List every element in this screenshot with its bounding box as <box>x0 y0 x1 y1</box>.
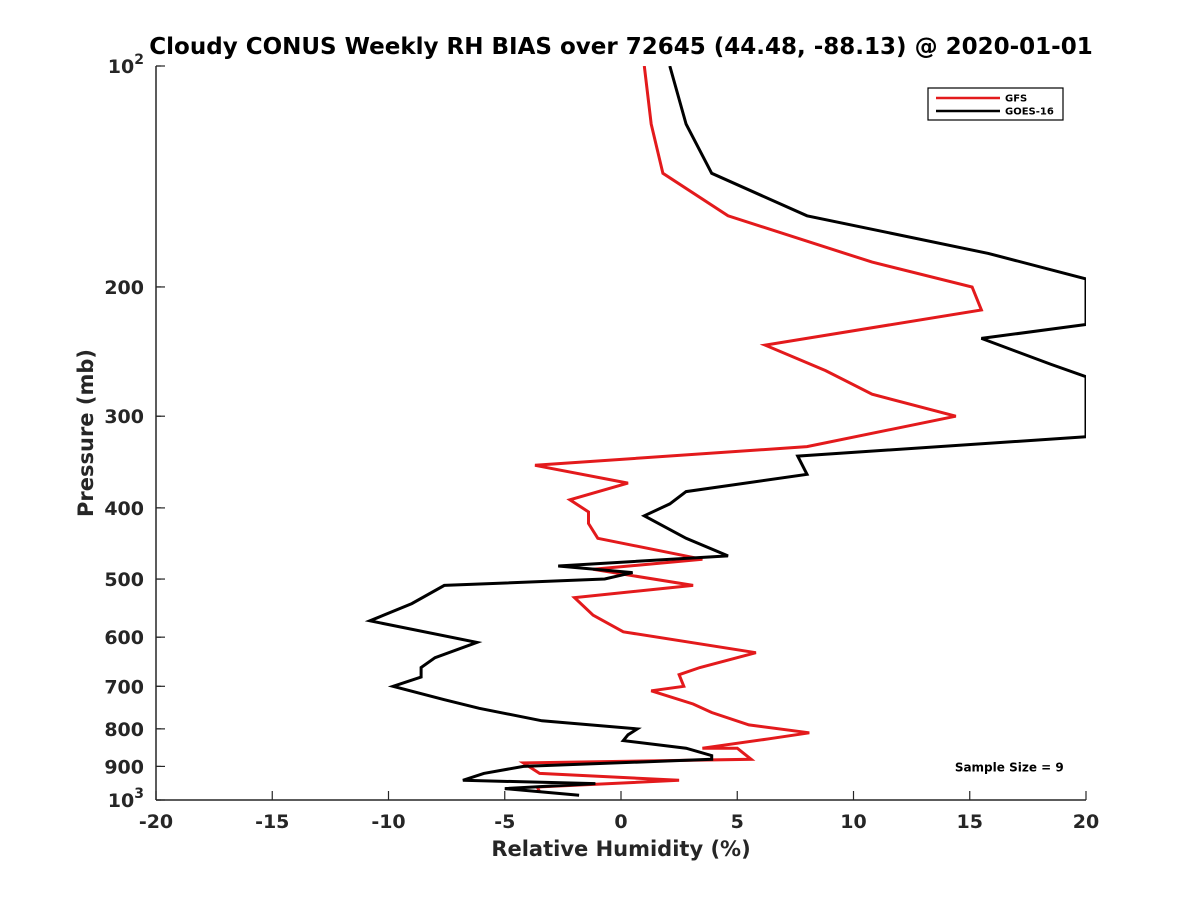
y-tick-label: 103 <box>108 786 144 812</box>
y-tick-label: 400 <box>104 498 144 520</box>
legend-label: GFS <box>1005 94 1027 105</box>
series-line-goes-16 <box>364 66 1086 797</box>
x-ticks: -20 -15 -10 -5 0 5 10 15 20 <box>139 791 1099 833</box>
chart-title: Cloudy CONUS Weekly RH BIAS over 72645 (… <box>149 34 1092 60</box>
y-axis-label: Pressure (mb) <box>74 349 98 517</box>
x-tick-label: 20 <box>1073 811 1099 833</box>
plot-area: -20 -15 -10 -5 0 5 10 15 20 102 200 300 400 500 600 70… <box>104 52 1099 833</box>
y-tick-label: 800 <box>104 719 144 741</box>
x-tick-label: 5 <box>731 811 744 833</box>
legend-label: GOES-16 <box>1005 107 1054 118</box>
y-tick-label: 200 <box>104 277 144 299</box>
x-tick-label: 0 <box>614 811 627 833</box>
y-tick-label: 600 <box>104 627 144 649</box>
x-tick-label: -15 <box>255 811 289 833</box>
x-tick-label: -5 <box>494 811 515 833</box>
y-tick-label: 900 <box>104 756 144 778</box>
y-tick-label: 500 <box>104 569 144 591</box>
sample-size-annotation: Sample Size = 9 <box>955 761 1064 775</box>
y-tick-label: 300 <box>104 406 144 428</box>
axes-layer <box>155 66 1086 801</box>
x-tick-label: -10 <box>371 811 405 833</box>
series-layer <box>364 66 1086 797</box>
y-tick-label: 102 <box>108 52 144 78</box>
legend-box <box>927 87 1064 121</box>
x-tick-label: -20 <box>139 811 173 833</box>
x-tick-label: 15 <box>957 811 983 833</box>
legend: GFS GOES-16 <box>927 87 1064 121</box>
y-tick-label: 700 <box>104 676 144 698</box>
x-tick-label: 10 <box>840 811 866 833</box>
y-ticks: 102 200 300 400 500 600 700 800 900 103 <box>104 52 165 812</box>
annotations: Sample Size = 9 <box>955 761 1064 775</box>
series-line-gfs <box>518 66 984 793</box>
x-axis-label: Relative Humidity (%) <box>491 837 750 861</box>
